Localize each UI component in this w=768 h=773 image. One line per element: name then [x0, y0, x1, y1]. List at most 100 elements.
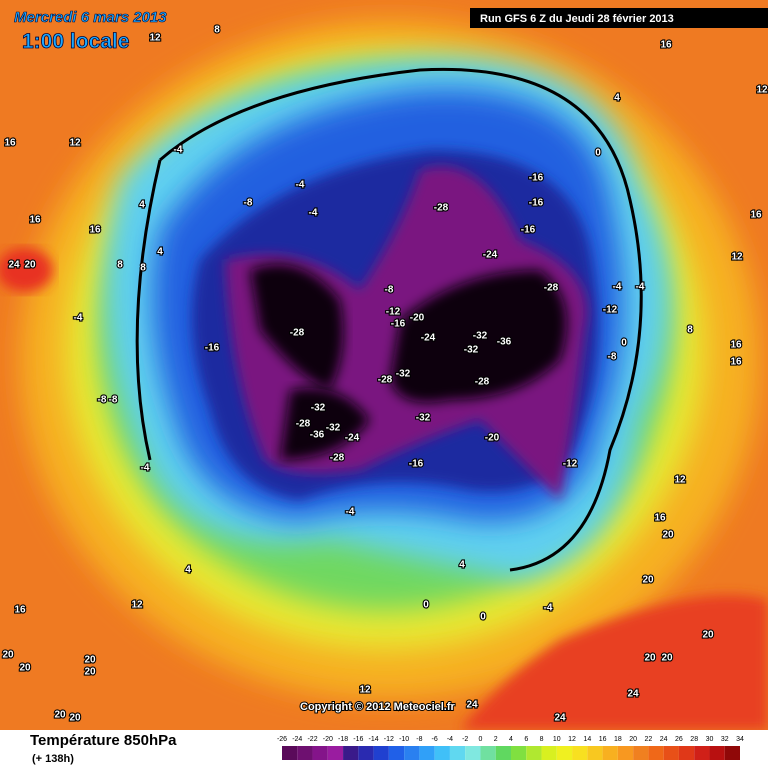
contour-label: -24	[421, 333, 436, 344]
colorbar-swatch	[709, 746, 725, 760]
contour-label: 20	[702, 630, 714, 641]
colorbar-tick-label: -10	[399, 736, 409, 743]
contour-label: 16	[29, 215, 41, 226]
contour-label: -32	[326, 423, 341, 434]
colorbar-swatch	[724, 746, 740, 760]
colorbar-swatch	[526, 746, 542, 760]
contour-label: 20	[24, 260, 36, 271]
contour-label: -16	[529, 173, 544, 184]
contour-label: -8	[244, 198, 253, 209]
colorbar-tick-label: -16	[353, 736, 363, 743]
colorbar-swatch	[358, 746, 374, 760]
colorbar-tick-label: 14	[583, 736, 591, 743]
contour-label: 20	[642, 575, 654, 586]
colorbar-tick-label: -2	[462, 736, 468, 743]
contour-label: 0	[480, 612, 486, 623]
contour-label: 16	[4, 138, 16, 149]
colorbar-tick-label: 28	[690, 736, 698, 743]
contour-label: 16	[730, 357, 742, 368]
contour-label: 24	[8, 260, 20, 271]
colorbar-swatch	[419, 746, 435, 760]
contour-label: -4	[141, 463, 150, 474]
colorbar-swatch	[282, 746, 298, 760]
temperature-field	[0, 0, 768, 730]
contour-label: 12	[731, 252, 743, 263]
contour-label: 0	[621, 338, 627, 349]
colorbar-swatch	[617, 746, 634, 760]
contour-label: 0	[423, 600, 429, 611]
colorbar-tick-label: 16	[599, 736, 607, 743]
contour-label: -4	[346, 507, 355, 518]
colorbar-swatch	[465, 746, 481, 760]
contour-label: -12	[563, 459, 578, 470]
footer-lead: (+ 138h)	[32, 753, 74, 765]
colorbar-tick-label: 20	[629, 736, 637, 743]
contour-label: -24	[483, 250, 498, 261]
contour-label: 8	[117, 260, 123, 271]
colorbar-tick-label: 2	[494, 736, 498, 743]
colorbar-swatch	[556, 746, 573, 760]
colorbar-tick-label: -6	[432, 736, 438, 743]
colorbar-tick-label: -24	[292, 736, 302, 743]
colorbar-tick-label: 26	[675, 736, 683, 743]
contour-label: 20	[54, 710, 66, 721]
colorbar-tick-label: -26	[277, 736, 287, 743]
colorbar-tick-label: 6	[524, 736, 528, 743]
contour-label: 12	[131, 600, 143, 611]
contour-label: -28	[475, 377, 490, 388]
colorbar-tick-label: 8	[540, 736, 544, 743]
colorbar-swatch	[373, 746, 389, 760]
contour-label: -4	[636, 282, 645, 293]
contour-label: -16	[409, 459, 424, 470]
contour-label: 4	[157, 247, 163, 258]
contour-label: -36	[497, 337, 512, 348]
contour-label: 20	[84, 667, 96, 678]
contour-label: 16	[660, 40, 672, 51]
contour-label: -8	[608, 352, 617, 363]
map-time: 1:00 locale	[22, 30, 129, 53]
contour-label: -32	[311, 403, 326, 414]
colorbar-tick-label: -22	[307, 736, 317, 743]
colorbar-swatch	[327, 746, 344, 760]
colorbar-tick-label: 24	[660, 736, 668, 743]
colorbar-swatch	[572, 746, 588, 760]
contour-label: -16	[521, 225, 536, 236]
contour-label: 20	[644, 653, 656, 664]
contour-label: -28	[290, 328, 305, 339]
contour-label: 16	[750, 210, 762, 221]
contour-label: 24	[466, 700, 478, 711]
contour-label: 20	[19, 663, 31, 674]
colorbar-tick-label: 34	[736, 736, 744, 743]
contour-label: -8	[98, 395, 107, 406]
colorbar: -26 -24 -22 -20 -18 -16 -14 -12 -10 -8 -6 -4 -2 0 2 4 6 8…	[277, 736, 744, 760]
colorbar-tick-label: 10	[553, 736, 561, 743]
contour-label: 16	[89, 225, 101, 236]
contour-label: 0	[595, 148, 601, 159]
map-date: Mercredi 6 mars 2013	[14, 9, 167, 26]
colorbar-swatch	[678, 746, 695, 760]
colorbar-tick-label: 12	[568, 736, 576, 743]
contour-label: -16	[205, 343, 220, 354]
colorbar-swatch	[587, 746, 603, 760]
colorbar-tick-label: -8	[416, 736, 422, 743]
colorbar-tick-label: -4	[447, 736, 453, 743]
colorbar-swatch	[434, 746, 450, 760]
colorbar-tick-label: 30	[706, 736, 714, 743]
contour-label: 20	[69, 713, 81, 724]
contour-label: 20	[2, 650, 14, 661]
contour-label: -20	[485, 433, 500, 444]
contour-label: -4	[613, 282, 622, 293]
colorbar-swatch	[495, 746, 511, 760]
contour-label: 12	[69, 138, 81, 149]
colorbar-tick-label: 0	[479, 736, 483, 743]
contour-label: 12	[674, 475, 686, 486]
colorbar-swatch	[297, 746, 313, 760]
contour-label: 4	[459, 560, 465, 571]
contour-label: 4	[185, 565, 191, 576]
contour-label: -4	[74, 313, 83, 324]
run-info: Run GFS 6 Z du Jeudi 28 février 2013	[480, 13, 674, 25]
contour-label: -8	[109, 395, 118, 406]
colorbar-swatch	[663, 746, 679, 760]
contour-label: -28	[378, 375, 393, 386]
